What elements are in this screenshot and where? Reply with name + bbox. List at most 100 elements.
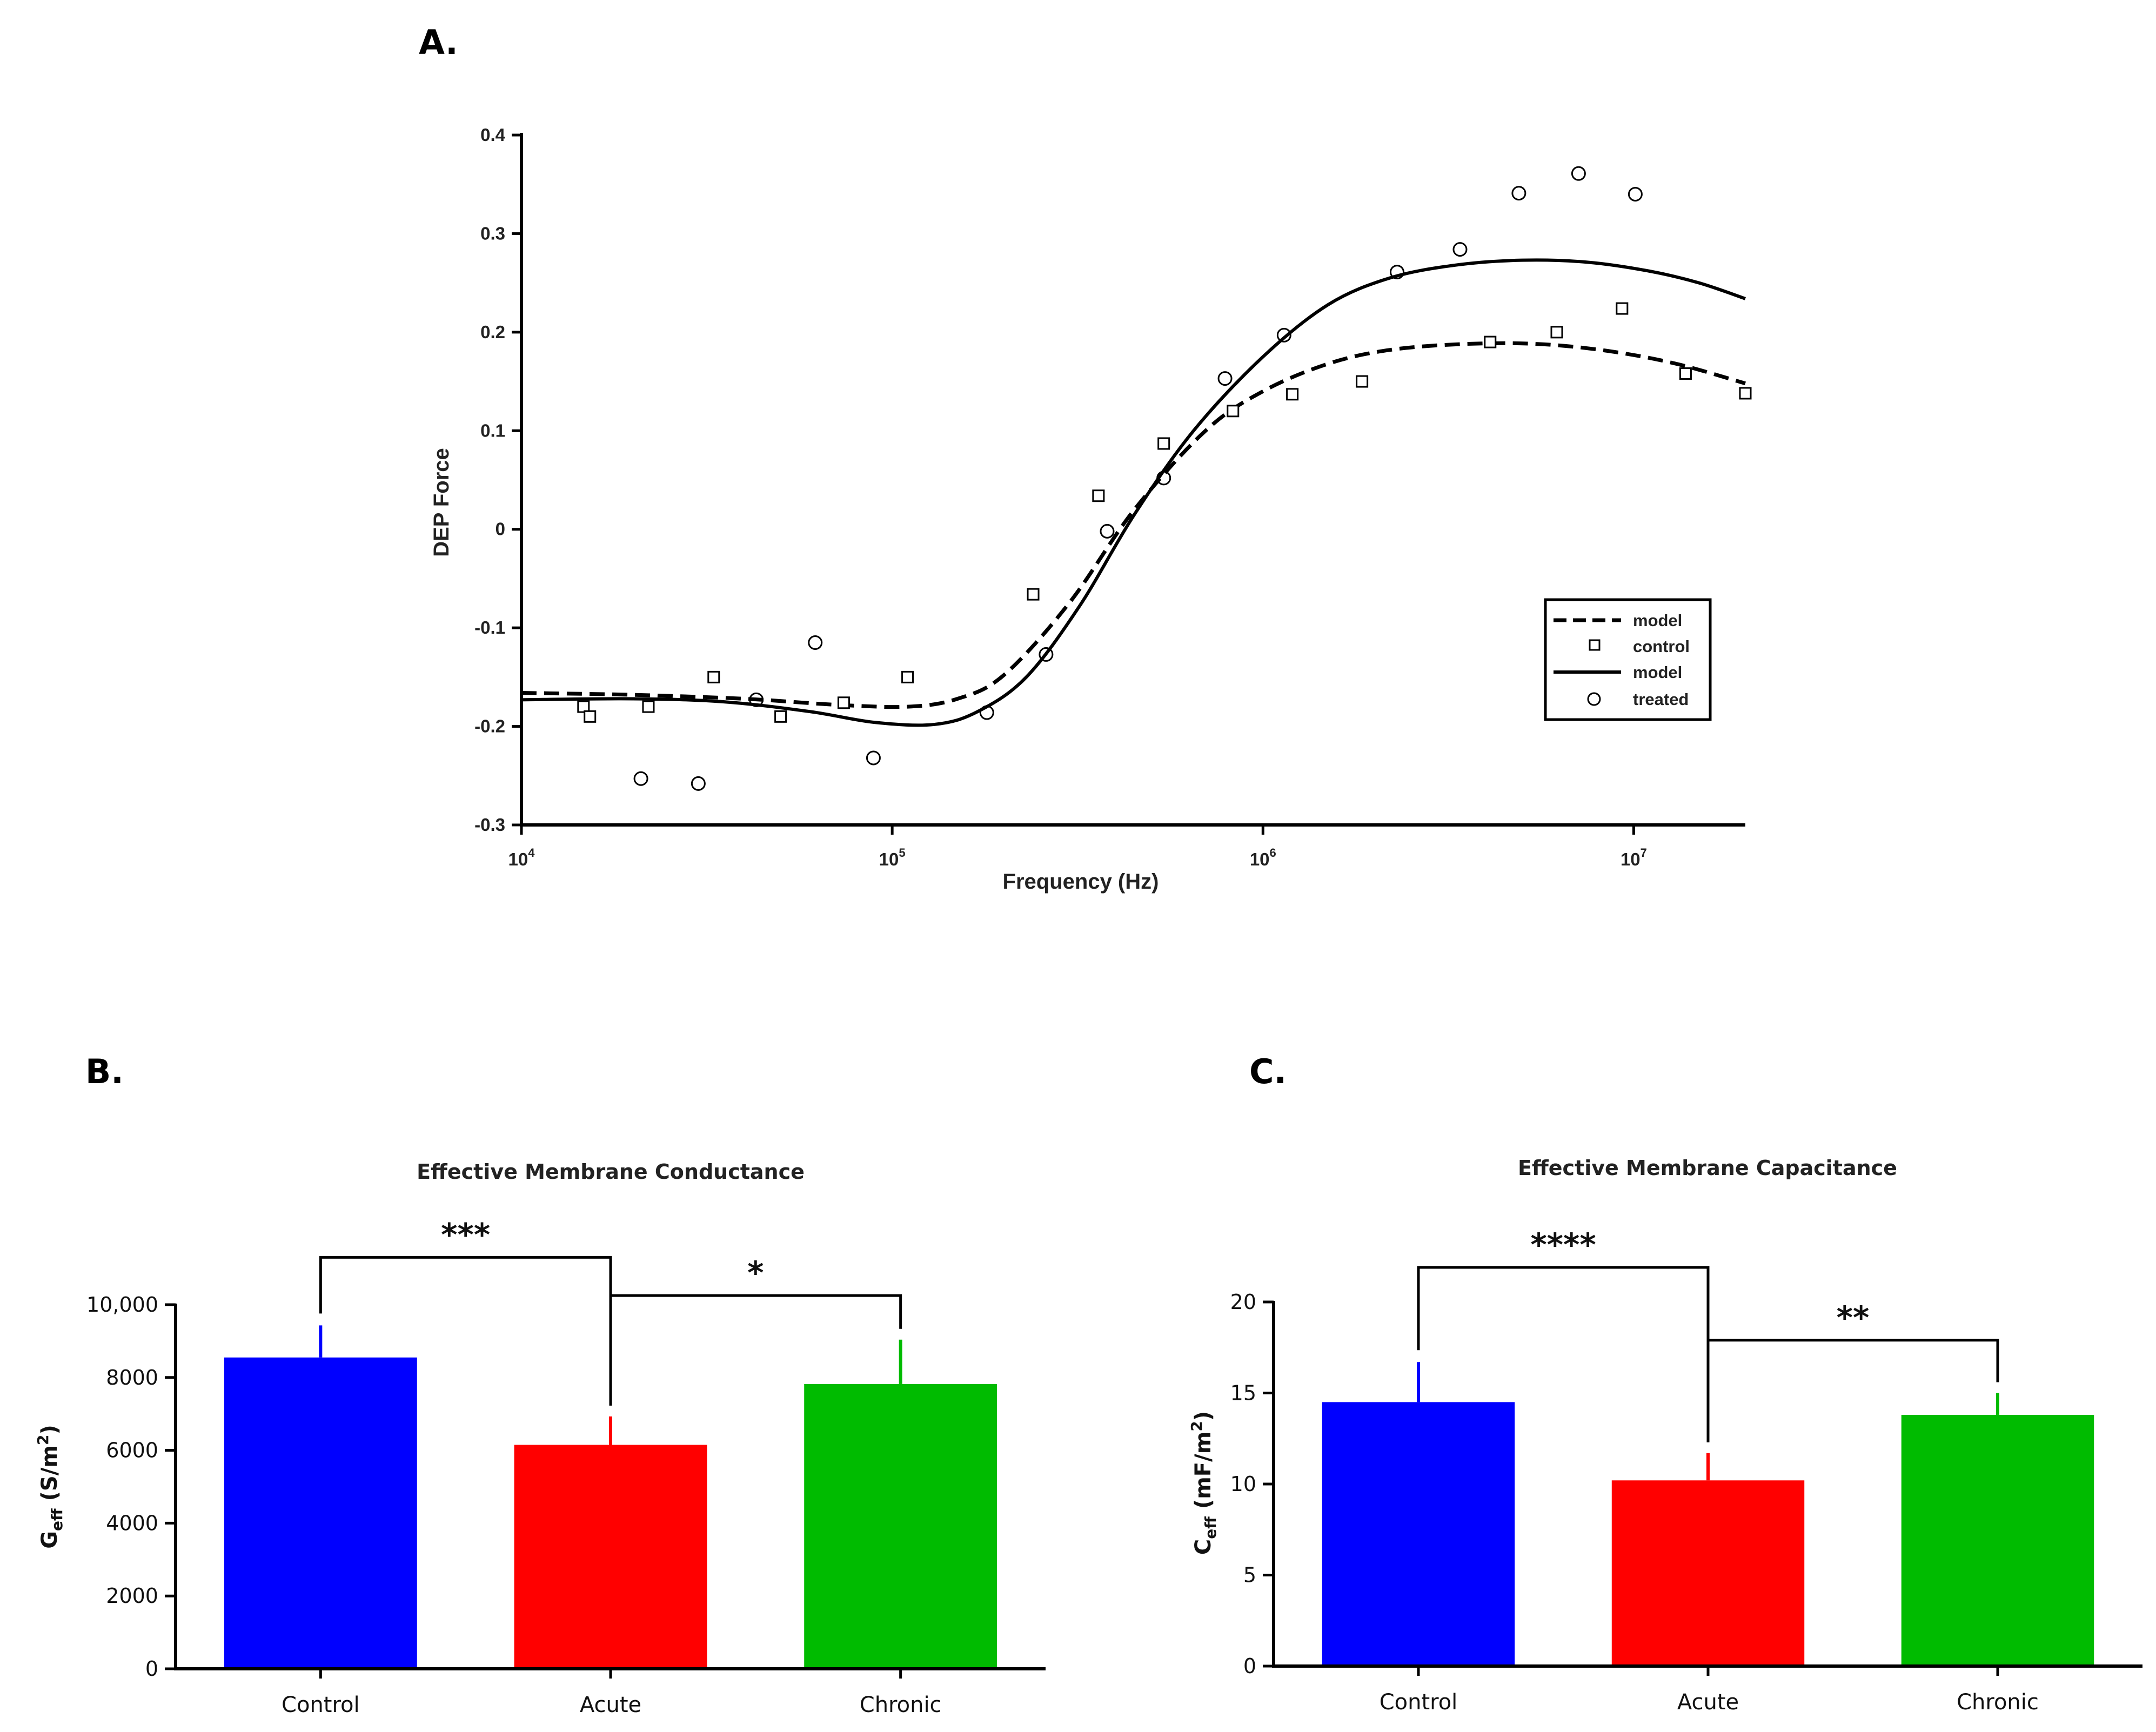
category-label-chronic: Chronic [1957,1690,2039,1715]
chart-a-xtick-label: 105 [879,846,906,869]
chart-c-bars [1322,1362,2094,1666]
chart-c-ytick-label: 0 [1243,1654,1256,1678]
control-point [901,670,914,683]
category-label-acute: Acute [1677,1690,1739,1715]
treated-point [749,692,764,707]
bar-chronic [1901,1414,2094,1666]
chart-b-y-ticks: 0 2000 4000 6000 8000 10,000 [86,1293,176,1681]
control-point [1484,335,1497,348]
control-point [1739,387,1752,400]
control-point [584,710,597,723]
control-point [837,696,850,709]
legend-box [1544,598,1712,721]
bar-acute [514,1445,707,1669]
chart-a-ytick-label: -0.2 [474,716,505,736]
treated-point [1511,186,1526,201]
treated-point [1156,471,1171,486]
chart-b-ylabel-unit: (S/m [37,1445,62,1508]
chart-b-ytick-label: 6000 [106,1439,158,1462]
chart-a-xtick-exponent: 6 [1270,846,1276,860]
chart-b-ylabel-sup: 2 [34,1434,52,1445]
significance-label: **** [1530,1226,1596,1263]
model-treated-curve [521,258,1746,727]
chart-a-dep-force: 0.40.30.20.10-0.1-0.2-0.3 104 105 106 107 F… [430,125,1752,894]
control-point [1550,326,1563,339]
chart-b-ytick-label: 10,000 [86,1293,158,1317]
chart-a-ytick-label: -0.3 [474,815,505,835]
chart-b-title: Effective Membrane Conductance [417,1160,805,1184]
category-label-chronic: Chronic [860,1693,942,1717]
treated-point [1571,166,1586,181]
treated-point [1100,523,1115,539]
chart-b-ytick-label: 4000 [106,1511,158,1535]
chart-a-xtick-base: 10 [1250,849,1270,869]
chart-a-ytick-label: 0 [496,519,505,539]
control-point [1227,405,1240,418]
panel-c-letter: C. [1249,1052,1287,1091]
treated-point [1039,647,1054,662]
chart-c-y-ticks: 0 5 10 15 20 [1230,1290,1274,1678]
control-point [1157,437,1170,450]
significance-label: ** [1837,1299,1870,1336]
control-point [577,700,590,713]
treated-point [1276,327,1291,343]
chart-b-ylabel-sub: eff [48,1508,66,1531]
control-point [774,710,787,723]
chart-c-ytick-label: 10 [1230,1472,1256,1496]
control-point [1616,302,1629,315]
chart-c-ylabel-main: C [1191,1539,1216,1555]
chart-a-xtick-exponent: 7 [1641,846,1647,860]
chart-a-legend: model control model treated [1544,598,1712,721]
chart-c-ytick-label: 15 [1230,1381,1256,1405]
chart-a-ytick-label: 0.3 [480,223,505,243]
treated-point [633,771,648,786]
chart-a-xtick-base: 10 [879,849,899,869]
treated-point [1389,265,1404,280]
chart-a-xlabel: Frequency (Hz) [1003,870,1159,894]
panel-b-letter: B. [85,1052,124,1091]
significance-bracket [1706,1339,1999,1441]
category-label-control: Control [282,1693,360,1717]
chart-b-significance: **** [319,1216,902,1406]
chart-c-capacitance: Effective Membrane Capacitance 05101520 … [1188,1156,2142,1715]
legend-label-model-treated: model [1633,663,1682,682]
chart-a-ytick-label: -0.1 [474,617,505,637]
legend-label-treated: treated [1633,690,1689,709]
significance-label: *** [441,1216,490,1253]
treated-point [691,776,706,791]
chart-a-y-ticks: 0.4 0.3 0.2 0.1 0 -0.1 -0.2 -0.3 [474,125,521,835]
panel-a-letter: A. [419,23,458,62]
legend-circle-marker [1587,692,1601,706]
chart-b-ylabel-main: G [37,1531,62,1549]
chart-c-ylabel: Ceff (mF/m2) [1188,1411,1220,1555]
chart-b-conductance: Effective Membrane Conductance 0 2000 4000… [34,1160,1046,1717]
category-label-acute: Acute [580,1693,641,1717]
chart-c-ylabel-close: ) [1191,1411,1216,1421]
chart-a-xtick-label: 106 [1250,846,1276,869]
treated-point [1452,242,1468,257]
control-point [1356,375,1369,388]
model-control-curve [521,341,1746,709]
chart-b-bars [224,1325,997,1669]
chart-c-ylabel-sub: eff [1202,1516,1220,1539]
chart-a-xtick-label: 104 [508,846,535,869]
control-point [1679,367,1692,380]
chart-c-significance: ****** [1417,1226,1999,1442]
chart-a-ytick-label: 0.4 [480,125,506,145]
chart-c-ylabel-sup: 2 [1188,1421,1206,1431]
chart-a-x-ticks: 104 105 106 107 [508,825,1647,869]
chart-a-xtick-exponent: 4 [528,846,535,860]
chart-a-xtick-exponent: 5 [899,846,905,860]
chart-b-category-labels: Control Acute Chronic [282,1669,942,1717]
legend-label-control: control [1633,637,1690,656]
chart-b-ylabel: Geff (S/m2) [34,1425,66,1549]
control-point [1286,388,1299,401]
chart-b-ytick-label: 8000 [106,1366,158,1389]
chart-c-ytick-label: 20 [1230,1290,1256,1314]
chart-a-xtick-base: 10 [508,849,528,869]
category-label-control: Control [1380,1690,1458,1715]
bar-chronic [804,1384,997,1669]
legend-label-model-control: model [1633,611,1682,630]
treated-point [808,635,823,650]
